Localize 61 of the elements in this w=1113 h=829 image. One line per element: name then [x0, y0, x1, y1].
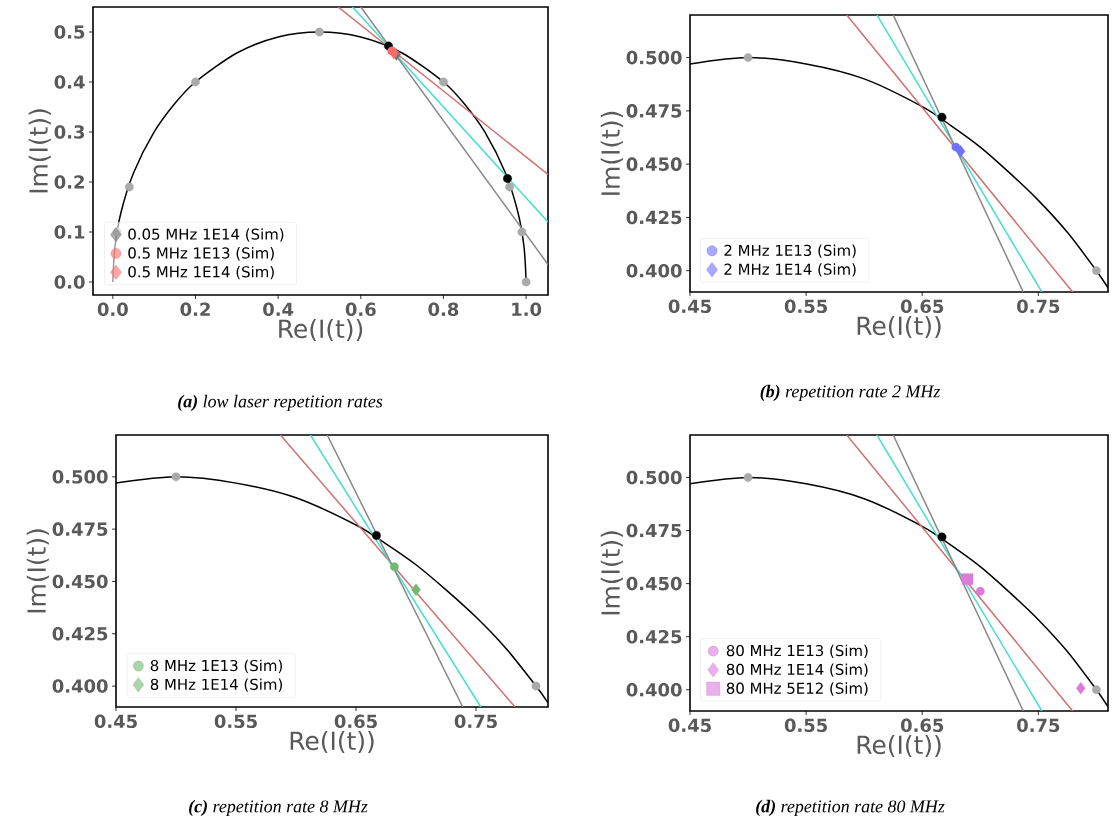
legend-label: 80 MHz 1E13 (Sim)	[726, 644, 868, 658]
legend-label: 2 MHz 1E13 (Sim)	[724, 244, 856, 258]
x-tick-label: 0.65	[900, 718, 944, 733]
x-tick-label: 0.45	[668, 718, 711, 733]
y-axis-title: Im(I(t))	[600, 111, 623, 195]
x-tick-label: 0.65	[334, 714, 377, 729]
x-axis-title: Re(I(t))	[279, 318, 363, 342]
x-tick-label: 0.55	[784, 299, 828, 314]
x-tick-label: 0.55	[214, 714, 257, 729]
y-tick-label: 0.475	[52, 522, 108, 536]
legend-label: 0.05 MHz 1E14 (Sim)	[128, 228, 284, 242]
y-tick-label: 0.450	[626, 576, 682, 591]
text: (b) repetition rate 2 MHz	[760, 384, 941, 402]
y-tick-label: 0.400	[52, 679, 108, 693]
x-tick-label: 0.45	[94, 714, 137, 729]
y-tick-label: 0.450	[52, 574, 108, 589]
y-tick-label: 0.400	[626, 263, 682, 278]
x-tick-label: 0.6	[345, 302, 376, 317]
y-tick-label: 0.3	[54, 125, 85, 139]
legend-label: 80 MHz 1E14 (Sim)	[726, 663, 868, 677]
y-tick-label: 0.425	[52, 626, 108, 641]
x-tick-label: 0.2	[180, 302, 210, 317]
y-tick-label: 0.0	[54, 275, 85, 289]
y-tick-label: 0.475	[626, 523, 682, 538]
legend-label: 8 MHz 1E13 (Sim)	[150, 659, 283, 673]
y-tick-label: 0.5	[54, 25, 85, 39]
text: (a) low laser repetition rates	[178, 394, 383, 412]
legend-label: 80 MHz 5E12 (Sim)	[726, 682, 868, 696]
x-tick-label: 1.0	[512, 302, 542, 317]
x-tick-label: 0.0	[97, 302, 128, 317]
x-tick-label: 0.8	[428, 302, 459, 317]
text: (d) repetition rate 80 MHz	[756, 799, 945, 817]
y-tick-label: 0.475	[626, 104, 682, 118]
y-tick-label: 0.500	[626, 470, 682, 485]
x-tick-label: 0.55	[784, 718, 828, 733]
legend-label: 0.5 MHz 1E13 (Sim)	[128, 247, 274, 261]
x-axis-title: Re(I(t))	[857, 734, 941, 758]
x-tick-label: 0.75	[1017, 718, 1060, 733]
text: (c) repetition rate 8 MHz	[189, 799, 368, 817]
x-axis-title: Re(I(t))	[857, 315, 941, 339]
y-tick-label: 0.500	[52, 470, 108, 484]
y-tick-label: 0.425	[626, 629, 682, 644]
y-tick-label: 0.425	[626, 210, 682, 225]
y-tick-label: 0.1	[54, 225, 85, 239]
x-tick-label: 0.75	[454, 714, 497, 729]
legend-label: 0.5 MHz 1E14 (Sim)	[128, 265, 274, 280]
y-tick-label: 0.4	[54, 75, 85, 89]
legend-label: 2 MHz 1E14 (Sim)	[724, 263, 856, 277]
y-axis-title: Im(I(t))	[26, 529, 49, 613]
y-tick-label: 0.2	[54, 175, 84, 189]
y-axis-title: Im(I(t))	[28, 109, 51, 193]
x-tick-label: 0.45	[668, 299, 711, 314]
x-tick-label: 0.75	[1017, 299, 1060, 314]
y-tick-label: 0.500	[626, 50, 682, 65]
x-axis-title: Re(I(t))	[290, 730, 374, 754]
legend-label: 8 MHz 1E14 (Sim)	[150, 678, 283, 692]
y-tick-label: 0.450	[626, 157, 682, 171]
y-axis-title: Im(I(t))	[600, 531, 623, 615]
y-tick-label: 0.400	[626, 682, 682, 697]
x-tick-label: 0.4	[263, 302, 294, 317]
x-tick-label: 0.65	[900, 299, 944, 314]
